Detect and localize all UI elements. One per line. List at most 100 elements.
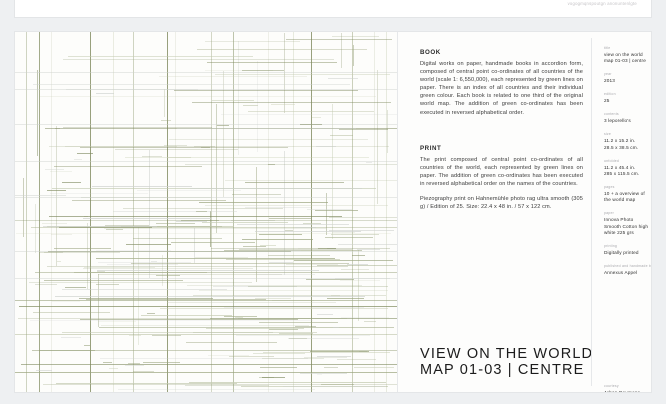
artwork-horizontal-line — [306, 279, 354, 280]
artwork-horizontal-line — [15, 124, 397, 125]
section-book: BOOK Digital works on paper, handmade bo… — [420, 49, 583, 117]
artwork-horizontal-line — [325, 237, 373, 238]
artwork-horizontal-line — [217, 125, 229, 126]
artwork-horizontal-line — [193, 295, 386, 296]
artwork-horizontal-line — [128, 363, 140, 364]
artwork-horizontal-line — [185, 385, 269, 386]
artwork-horizontal-line — [16, 233, 391, 234]
artwork-horizontal-line — [285, 230, 293, 231]
artwork-horizontal-line — [295, 326, 316, 327]
artwork-horizontal-line — [239, 249, 352, 250]
artwork-vertical-line — [164, 89, 165, 117]
artwork-horizontal-line — [33, 84, 350, 85]
artwork-vertical-line — [87, 223, 88, 289]
artwork-horizontal-line — [199, 290, 388, 291]
metadata-value: view on the world map 01-03 | centre — [604, 52, 646, 64]
artwork-vertical-line — [358, 250, 359, 321]
artwork-horizontal-line — [98, 274, 282, 275]
artwork-horizontal-line — [300, 124, 322, 125]
artwork-horizontal-line — [126, 244, 171, 246]
artwork-horizontal-line — [192, 102, 391, 103]
artwork-horizontal-line — [330, 135, 353, 136]
metadata-item: title view on the world map 01-03 | centr… — [604, 46, 651, 65]
artwork-horizontal-line — [55, 128, 60, 129]
artwork-horizontal-line — [167, 302, 336, 303]
metadata-value: 11.2 x 15.2 in. 28.5 x 38.5 cm. — [604, 138, 639, 150]
artwork-horizontal-line — [39, 252, 63, 253]
artwork-horizontal-line — [15, 300, 397, 301]
artwork-horizontal-line — [221, 114, 397, 115]
metadata-item: published and handmade by Annexus Appel — [604, 264, 651, 276]
artwork-horizontal-line — [213, 286, 297, 287]
artwork-vertical-line — [284, 33, 285, 113]
artwork-horizontal-line — [45, 128, 397, 129]
artwork-vertical-line — [223, 71, 224, 197]
artwork-horizontal-line — [80, 319, 298, 320]
artwork-horizontal-line — [96, 284, 119, 285]
artwork-horizontal-line — [298, 248, 327, 249]
artwork-horizontal-line — [96, 93, 114, 94]
artwork-horizontal-line — [84, 345, 90, 346]
artwork-horizontal-line — [243, 246, 266, 247]
artwork-horizontal-line — [271, 104, 295, 105]
artwork-vertical-line — [23, 178, 24, 237]
artwork-horizontal-line — [366, 162, 372, 163]
artwork-horizontal-line — [286, 39, 392, 40]
artwork-horizontal-line — [123, 208, 283, 209]
artwork-horizontal-line — [96, 258, 335, 259]
artwork-horizontal-line — [161, 120, 171, 121]
artwork-horizontal-line — [18, 318, 397, 319]
page-title-line-1: VIEW ON THE WORLD — [420, 346, 594, 362]
artwork-horizontal-line — [176, 221, 207, 222]
artwork-canvas — [15, 32, 397, 392]
artwork-vertical-line — [56, 126, 57, 266]
artwork-horizontal-line — [62, 182, 81, 183]
artwork-horizontal-line — [300, 373, 347, 374]
artwork-horizontal-line — [109, 368, 118, 369]
artwork-horizontal-line — [133, 238, 222, 239]
metadata-item: unfolded 11.2 x 45.4 in. 285 x 115.5 cm. — [604, 159, 651, 178]
artwork-horizontal-line — [354, 367, 394, 368]
artwork-horizontal-line — [187, 285, 362, 286]
artwork-vertical-line — [90, 32, 91, 392]
artwork-horizontal-line — [259, 322, 338, 323]
artwork-horizontal-line — [15, 72, 397, 73]
artwork-vertical-line — [353, 45, 354, 66]
artwork-horizontal-line — [340, 280, 380, 281]
artwork-horizontal-line — [242, 239, 313, 240]
artwork-horizontal-line — [169, 139, 368, 140]
metadata-label: size — [604, 132, 612, 137]
artwork-horizontal-line — [260, 367, 297, 368]
artwork-vertical-line — [175, 32, 176, 392]
page-sheet: BOOK Digital works on paper, handmade bo… — [14, 31, 652, 393]
artwork-horizontal-line — [160, 308, 388, 309]
artwork-vertical-line — [211, 32, 212, 392]
metadata-value: 2013 — [604, 78, 616, 84]
artwork-horizontal-line — [245, 182, 344, 183]
artwork-horizontal-line — [43, 226, 157, 227]
artwork-vertical-line — [293, 32, 294, 392]
artwork-horizontal-line — [36, 370, 52, 371]
artwork-horizontal-line — [317, 314, 333, 315]
metadata-item: paper Innova Photo Smooth Cotton high whi… — [604, 211, 651, 236]
artwork-horizontal-line — [205, 41, 300, 42]
artwork-horizontal-line — [248, 286, 388, 287]
artwork-horizontal-line — [104, 228, 326, 229]
artwork-horizontal-line — [103, 362, 112, 363]
artwork-vertical-line — [257, 61, 258, 152]
artwork-horizontal-line — [236, 335, 370, 336]
artwork-horizontal-line — [43, 384, 397, 385]
metadata-label: year — [604, 72, 612, 77]
artwork-horizontal-line — [84, 267, 155, 268]
artwork-horizontal-line — [262, 377, 285, 378]
artwork-horizontal-line — [98, 262, 191, 263]
artwork-horizontal-line — [80, 147, 210, 148]
metadata-courtesy-value: Johan Deumens Gallery, Amsterdam — [604, 390, 641, 393]
artwork-horizontal-line — [49, 216, 342, 218]
artwork-horizontal-line — [329, 217, 397, 218]
artwork-horizontal-line — [56, 383, 237, 384]
meta-divider — [591, 38, 592, 386]
artwork-horizontal-line — [331, 234, 379, 235]
artwork-horizontal-line — [68, 56, 253, 57]
artwork-horizontal-line — [54, 166, 202, 167]
